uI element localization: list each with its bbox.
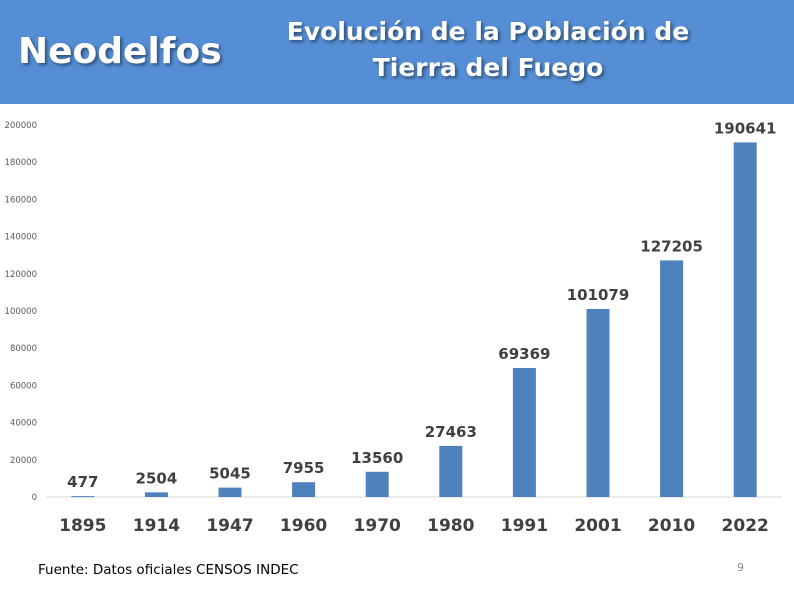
source-note: Fuente: Datos oficiales CENSOS INDEC xyxy=(38,562,299,578)
x-tick-label: 1947 xyxy=(206,516,253,536)
page-number: 9 xyxy=(737,561,744,574)
x-tick-label: 1980 xyxy=(427,516,474,536)
bar xyxy=(439,445,463,497)
y-tick-label: 60000 xyxy=(10,381,37,391)
brand-name: Neodelfos xyxy=(18,31,222,72)
x-tick-label: 1991 xyxy=(501,516,548,536)
bar xyxy=(365,471,389,497)
x-tick-label: 1960 xyxy=(280,516,327,536)
y-tick-label: 20000 xyxy=(10,456,37,466)
y-tick-label: 120000 xyxy=(5,270,37,280)
data-label: 27463 xyxy=(425,423,477,441)
slide-title-line-2: Tierra del Fuego xyxy=(372,53,604,82)
bar xyxy=(660,260,684,497)
y-tick-label: 0 xyxy=(32,493,37,503)
data-label: 2504 xyxy=(136,469,178,487)
y-tick-label: 40000 xyxy=(10,419,37,429)
y-tick-label: 200000 xyxy=(5,121,37,131)
data-label: 13560 xyxy=(351,449,403,467)
data-label: 5045 xyxy=(209,465,251,483)
bar xyxy=(144,492,168,497)
data-label: 127205 xyxy=(640,237,703,255)
slide-title-line-1: Evolución de la Población de xyxy=(286,17,690,46)
bar xyxy=(292,482,316,497)
x-tick-label: 1895 xyxy=(59,516,106,536)
y-tick-label: 160000 xyxy=(5,195,37,205)
bar xyxy=(512,367,536,497)
bar xyxy=(71,496,95,498)
x-tick-label: 1970 xyxy=(354,516,401,536)
population-bar-chart: 0 20000 40000 60000 80000 100000 120000 140000 1… xyxy=(5,119,782,536)
data-label: 477 xyxy=(67,473,98,491)
y-tick-label: 140000 xyxy=(5,233,37,243)
bar xyxy=(733,142,757,497)
x-tick-label: 2001 xyxy=(574,516,621,536)
y-tick-label: 80000 xyxy=(10,344,37,354)
bar xyxy=(586,308,610,497)
slide-title: Evolución de la Población de Tierra del … xyxy=(270,14,706,86)
data-label: 69369 xyxy=(498,345,550,363)
data-label: 101079 xyxy=(567,286,630,304)
x-tick-label: 2022 xyxy=(722,516,769,536)
y-tick-label: 100000 xyxy=(5,307,37,317)
header-banner: Neodelfos Evolución de la Población de T… xyxy=(0,0,794,104)
data-label: 190641 xyxy=(714,119,777,137)
bar xyxy=(218,487,242,497)
x-tick-label: 2010 xyxy=(648,516,695,536)
x-tick-label: 1914 xyxy=(133,516,180,536)
y-tick-label: 180000 xyxy=(5,158,37,168)
data-label: 7955 xyxy=(283,459,325,477)
